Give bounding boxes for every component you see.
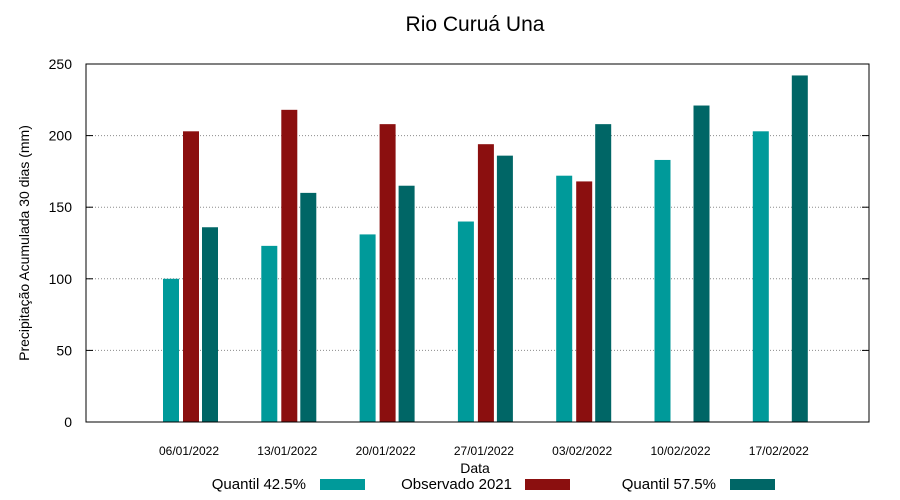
x-tick-label: 10/02/2022 <box>650 444 710 458</box>
bar-quantil-42-5-06-01-2022 <box>163 278 179 422</box>
plot-area-frame <box>85 63 870 423</box>
bar-observado-2021-20-01-2022 <box>379 124 396 423</box>
y-tick-label: 250 <box>49 56 73 72</box>
x-tick-label: 03/02/2022 <box>552 444 612 458</box>
y-tick-label: 0 <box>64 414 72 430</box>
bar-quantil-57-5-13-01-2022 <box>300 192 317 422</box>
y-axis-ticks: 0 50 100 150 200 250 <box>49 56 869 430</box>
bar-quantil-42-5-10-02-2022 <box>654 159 671 422</box>
y-axis-label: Precipitação Acumulada 30 dias (mm) <box>16 125 32 361</box>
y-tick-label: 200 <box>49 128 73 144</box>
bar-quantil-42-5-20-01-2022 <box>359 234 376 422</box>
bar-observado-2021-06-01-2022 <box>183 131 199 422</box>
legend-label-quantil-42-5: Quantil 42.5% <box>212 476 306 493</box>
legend-swatch-observado-2021 <box>525 479 570 490</box>
bar-quantil-57-5-06-01-2022 <box>202 227 218 422</box>
y-tick-label: 150 <box>49 199 73 215</box>
x-axis-ticks: 06/01/2022 13/01/2022 20/01/2022 27/01/2022… <box>159 444 809 458</box>
x-axis-label: Data <box>460 460 490 476</box>
bars <box>163 75 808 423</box>
x-tick-label: 17/02/2022 <box>749 444 809 458</box>
legend-swatch-quantil-57-5 <box>730 479 775 490</box>
x-tick-label: 13/01/2022 <box>257 444 317 458</box>
y-tick-label: 50 <box>56 342 72 358</box>
chart-title: Rio Curuá Una <box>406 13 545 36</box>
x-tick-label: 20/01/2022 <box>356 444 416 458</box>
legend: Quantil 42.5% Observado 2021 Quantil 57.5% <box>212 476 775 493</box>
legend-swatch-quantil-42-5 <box>320 479 365 490</box>
y-tick-label: 100 <box>49 271 73 287</box>
x-tick-label: 27/01/2022 <box>454 444 514 458</box>
bar-observado-2021-27-01-2022 <box>477 144 494 422</box>
legend-label-quantil-57-5: Quantil 57.5% <box>622 476 716 493</box>
bar-quantil-57-5-17-02-2022 <box>791 75 808 423</box>
legend-label-observado-2021: Observado 2021 <box>401 476 512 493</box>
bar-observado-2021-13-01-2022 <box>281 109 298 422</box>
bar-quantil-57-5-20-01-2022 <box>398 185 415 422</box>
bar-quantil-42-5-17-02-2022 <box>752 131 769 422</box>
bar-quantil-42-5-13-01-2022 <box>261 245 278 422</box>
bar-quantil-57-5-10-02-2022 <box>693 105 710 422</box>
bar-quantil-57-5-03-02-2022 <box>595 124 612 423</box>
bar-observado-2021-03-02-2022 <box>576 181 593 422</box>
bar-quantil-42-5-03-02-2022 <box>556 175 573 422</box>
bar-quantil-42-5-27-01-2022 <box>457 221 474 422</box>
x-tick-label: 06/01/2022 <box>159 444 219 458</box>
bar-quantil-57-5-27-01-2022 <box>496 155 513 422</box>
